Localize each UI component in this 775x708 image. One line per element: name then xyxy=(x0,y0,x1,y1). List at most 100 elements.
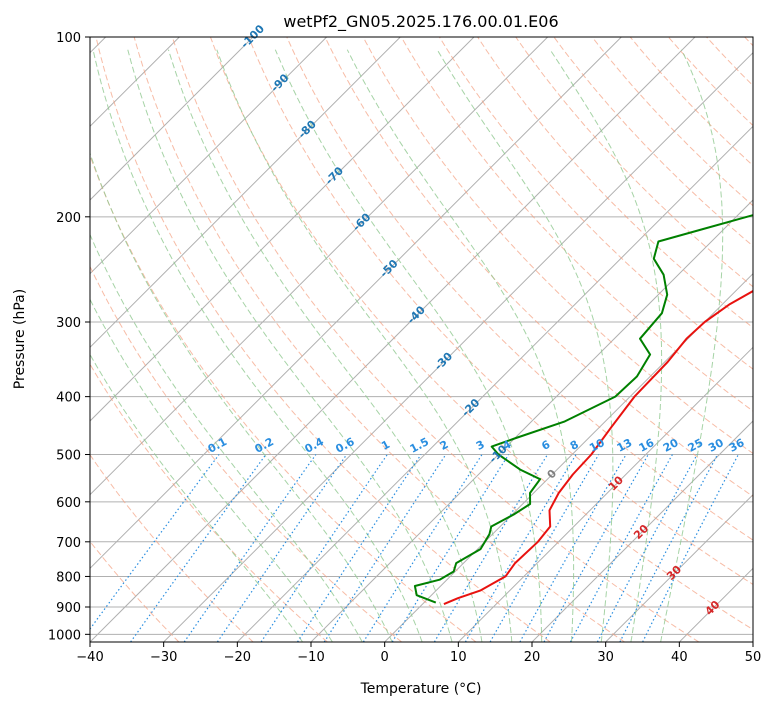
dry-adiabat-line xyxy=(90,363,328,642)
dry-adiabat-line xyxy=(629,37,753,167)
x-tick-label: 10 xyxy=(450,650,467,665)
isotherm-line xyxy=(236,125,753,642)
moist-adiabat-line xyxy=(92,49,423,642)
isotherm-label: -20 xyxy=(459,396,482,419)
temperature-profile-line xyxy=(443,289,753,606)
dry-adiabat-line xyxy=(90,154,477,642)
dry-adiabat-line xyxy=(248,37,753,586)
y-tick-label: 700 xyxy=(56,536,81,551)
mixing-ratio-label: 0.4 xyxy=(303,435,327,456)
moist-adiabat-line xyxy=(274,49,543,642)
mixing-ratio-line xyxy=(489,454,600,642)
mixing-ratio-label: 0.2 xyxy=(253,435,276,456)
y-tick-label: 800 xyxy=(56,570,81,585)
chart-title: wetPf2_GN05.2025.176.00.01.E06 xyxy=(283,12,558,32)
isotherm-line xyxy=(90,37,475,422)
moist-adiabat-line xyxy=(660,49,724,642)
mixing-ratio-label: 16 xyxy=(637,436,657,455)
moist-adiabat-line xyxy=(167,49,483,642)
mixing-ratio-label: 10 xyxy=(587,436,607,455)
y-tick-label: 100 xyxy=(56,31,81,46)
mixing-ratio-line xyxy=(90,454,220,630)
isotherm-line xyxy=(384,272,753,642)
dry-adiabat-line xyxy=(477,37,753,329)
mixing-ratio-line xyxy=(519,454,627,642)
y-tick-label: 400 xyxy=(56,391,81,406)
mixing-ratio-line xyxy=(464,454,577,642)
dry-adiabat-line xyxy=(706,37,753,87)
moist-adiabat-line xyxy=(90,298,333,642)
y-tick-label: 300 xyxy=(56,316,81,331)
x-tick-label: 50 xyxy=(745,650,762,665)
dry-adiabat-line xyxy=(668,37,753,127)
isotherm-line xyxy=(678,567,753,642)
x-tick-label: −10 xyxy=(297,650,324,665)
y-tick-label: 200 xyxy=(56,211,81,226)
x-tick-label: −20 xyxy=(224,650,251,665)
dry-adiabat-line xyxy=(515,37,753,288)
y-tick-label: 1000 xyxy=(48,628,81,643)
x-tick-label: −40 xyxy=(76,650,103,665)
pressure-gridlines xyxy=(90,37,753,635)
mixing-ratio-line xyxy=(323,454,447,642)
y-tick-label: 600 xyxy=(56,496,81,511)
isotherm-line xyxy=(90,37,696,642)
isotherm-line xyxy=(90,37,401,349)
dry-adiabat-line xyxy=(744,37,753,47)
x-tick-label: 0 xyxy=(381,650,389,665)
isotherm-line xyxy=(90,37,622,570)
mixing-ratio-label: 30 xyxy=(706,436,726,455)
mixing-ratio-line xyxy=(391,454,510,642)
moist-adiabat-line xyxy=(90,233,363,642)
isotherm-label: 10 xyxy=(606,473,626,493)
mixing-ratio-label: 8 xyxy=(568,438,581,453)
dry-adiabat-line xyxy=(133,37,625,642)
y-tick-label: 500 xyxy=(56,449,81,464)
x-tick-label: 40 xyxy=(671,650,688,665)
mixing-ratio-label: 13 xyxy=(615,436,635,455)
isotherm-label: -30 xyxy=(432,349,455,372)
isotherm-line xyxy=(90,37,254,201)
background-line-labels: 0.1 0.2 0.4 0.6 1 1.5 2 3 4 6 8 10 13 16 20 25 30 36-100-… xyxy=(206,22,747,618)
mixing-ratio-lines xyxy=(90,454,739,642)
moist-adiabat-line xyxy=(216,49,513,642)
mixing-ratio-label: 1 xyxy=(379,438,392,453)
x-axis: −40 −30 −20 −10 0 10 20 30 40 50 xyxy=(76,642,761,665)
mixing-ratio-label: 20 xyxy=(661,436,681,455)
moist-adiabat-line xyxy=(127,49,453,642)
mixing-ratio-label: 36 xyxy=(727,436,747,455)
plot-frame xyxy=(89,36,754,643)
mixing-ratio-line xyxy=(260,454,388,642)
isotherm-line xyxy=(752,641,753,642)
dry-adiabat-line xyxy=(90,265,403,642)
dry-adiabat-line xyxy=(324,37,753,498)
moist-adiabat-line xyxy=(436,49,614,642)
mixing-ratio-line xyxy=(362,454,483,642)
mixing-ratio-line xyxy=(642,454,739,642)
x-tick-label: −30 xyxy=(150,650,177,665)
isotherm-line xyxy=(457,346,753,642)
mixing-ratio-line xyxy=(619,454,719,642)
mixing-ratio-line xyxy=(296,454,422,642)
y-tick-label: 900 xyxy=(56,601,81,616)
y-axis-label: Pressure (hPa) xyxy=(12,289,28,389)
isotherm-lines xyxy=(90,37,753,642)
mixing-ratio-label: 3 xyxy=(474,438,487,453)
dry-adiabat-line xyxy=(438,37,753,370)
mixing-ratio-label: 25 xyxy=(686,436,706,455)
moist-adiabat-line xyxy=(549,49,663,642)
dry-adiabat-line xyxy=(171,37,700,642)
isotherm-line xyxy=(163,51,753,642)
dry-adiabat-line xyxy=(210,37,753,631)
dewpoint-profile-line xyxy=(413,214,753,604)
dry-adiabat-line xyxy=(553,37,753,247)
x-tick-label: 20 xyxy=(524,650,541,665)
y-axis: 100 200 300 400 500 600 700 800 900 1000 xyxy=(48,31,90,643)
mixing-ratio-label: 6 xyxy=(539,438,552,453)
dry-adiabat-lines xyxy=(90,37,753,642)
dry-adiabat-line xyxy=(95,37,551,642)
moist-adiabat-line xyxy=(90,151,393,642)
isotherm-line xyxy=(310,199,753,642)
isotherm-label: 40 xyxy=(703,598,723,618)
x-tick-label: 30 xyxy=(597,650,614,665)
